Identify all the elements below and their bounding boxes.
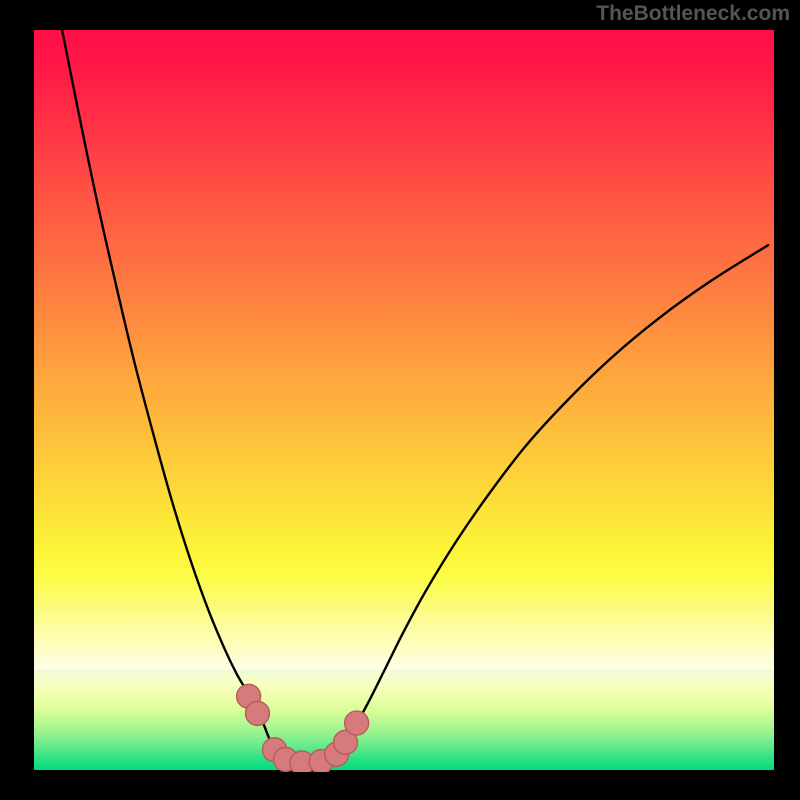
marker-point [245,701,269,725]
curve-line [62,30,768,763]
marker-point [345,711,369,735]
chart-frame [0,0,800,800]
curve-markers [237,684,369,772]
watermark-text: TheBottleneck.com [596,2,790,26]
bottleneck-curve [34,30,774,772]
plot-area [34,30,774,772]
